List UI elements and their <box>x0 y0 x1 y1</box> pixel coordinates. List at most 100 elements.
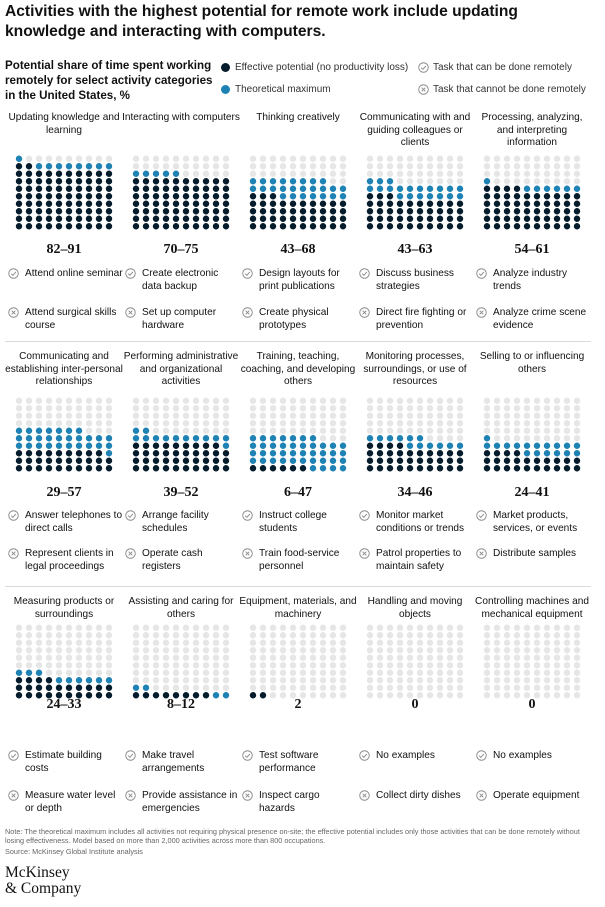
dot-effective <box>25 185 33 192</box>
dot-effective <box>249 200 257 207</box>
dot-remaining <box>406 397 414 404</box>
dot-theoretical <box>309 450 317 457</box>
dot-effective <box>95 684 103 691</box>
dot-effective <box>386 442 394 449</box>
dot-remaining <box>406 163 414 170</box>
x-circle-icon <box>359 790 370 801</box>
dot-remaining <box>543 662 551 669</box>
dot-effective <box>416 200 424 207</box>
dot-remaining <box>493 624 501 631</box>
dot-remaining <box>446 639 454 646</box>
dot-remaining <box>563 632 571 639</box>
dot-remaining <box>396 632 404 639</box>
dot-remaining <box>142 397 150 404</box>
dot-effective <box>142 223 150 230</box>
dot-effective <box>65 185 73 192</box>
dot-effective <box>503 193 511 200</box>
dot-remaining <box>35 654 43 661</box>
dot-remaining <box>446 405 454 412</box>
dot-effective <box>543 457 551 464</box>
dot-remaining <box>339 654 347 661</box>
dot-theoretical <box>319 465 327 472</box>
dot-effective <box>289 223 297 230</box>
dot-remaining <box>513 662 521 669</box>
dot-effective <box>192 442 200 449</box>
panel-range-label: 54–61 <box>514 242 550 257</box>
dot-remaining <box>202 427 210 434</box>
dot-remaining <box>279 654 287 661</box>
dot-effective <box>75 200 83 207</box>
dot-theoretical <box>142 684 150 691</box>
dot-theoretical <box>386 178 394 185</box>
dot-theoretical <box>339 193 347 200</box>
dot-remaining <box>436 624 444 631</box>
dot-remaining <box>289 692 297 699</box>
dot-remaining <box>192 669 200 676</box>
dot-remaining <box>142 624 150 631</box>
dot-effective <box>386 223 394 230</box>
onsite-task-example: Operate cash registers <box>122 547 240 573</box>
example-text: Operate equipment <box>493 790 580 801</box>
dot-effective <box>543 200 551 207</box>
dot-theoretical <box>289 185 297 192</box>
dot-remaining <box>483 654 491 661</box>
dot-remaining <box>259 624 267 631</box>
dot-remaining <box>249 632 257 639</box>
panel-title: Performing administrative and organizati… <box>123 351 239 388</box>
dot-remaining <box>309 170 317 177</box>
x-circle-icon <box>359 307 370 318</box>
dot-effective <box>543 465 551 472</box>
check-circle-icon <box>359 750 370 761</box>
panel-title: Selling to or influencing others <box>479 351 585 375</box>
dot-effective <box>172 223 180 230</box>
dot-remaining <box>162 397 170 404</box>
dot-remaining <box>202 654 210 661</box>
dot-effective <box>212 442 220 449</box>
dot-remaining <box>65 639 73 646</box>
dot-effective <box>182 450 190 457</box>
dot-remaining <box>85 427 93 434</box>
dot-effective <box>142 208 150 215</box>
dot-remaining <box>533 662 541 669</box>
dot-effective <box>386 215 394 222</box>
dot-effective <box>513 450 521 457</box>
dot-effective <box>212 208 220 215</box>
dot-remaining <box>573 435 581 442</box>
dot-effective <box>299 208 307 215</box>
dot-effective <box>376 208 384 215</box>
dot-theoretical <box>142 435 150 442</box>
dot-remaining <box>563 412 571 419</box>
dot-effective <box>25 692 33 699</box>
dot-remaining <box>25 662 33 669</box>
dot-effective <box>15 457 23 464</box>
dot-theoretical <box>289 450 297 457</box>
dot-effective <box>35 178 43 185</box>
dot-remaining <box>493 170 501 177</box>
dot-effective <box>396 200 404 207</box>
dot-remaining <box>543 647 551 654</box>
dot-remaining <box>553 684 561 691</box>
dot-remaining <box>222 669 230 676</box>
dot-remaining <box>376 654 384 661</box>
dot-remaining <box>105 412 113 419</box>
dot-remaining <box>446 435 454 442</box>
dot-remaining <box>523 427 531 434</box>
dot-remaining <box>299 639 307 646</box>
dot-remaining <box>259 654 267 661</box>
example-text: Make travel arrangements <box>142 750 205 774</box>
dot-remaining <box>503 170 511 177</box>
onsite-task-example: Represent clients in legal proceedings <box>5 547 123 573</box>
dot-remaining <box>212 647 220 654</box>
dot-remaining <box>553 420 561 427</box>
dot-remaining <box>152 624 160 631</box>
dot-remaining <box>212 397 220 404</box>
dot-remaining <box>182 669 190 676</box>
dot-theoretical <box>15 435 23 442</box>
dot-remaining <box>309 662 317 669</box>
dot-effective <box>192 215 200 222</box>
dot-remaining <box>329 662 337 669</box>
dot-remaining <box>406 155 414 162</box>
dot-remaining <box>386 639 394 646</box>
dot-effective <box>172 208 180 215</box>
dot-remaining <box>85 405 93 412</box>
